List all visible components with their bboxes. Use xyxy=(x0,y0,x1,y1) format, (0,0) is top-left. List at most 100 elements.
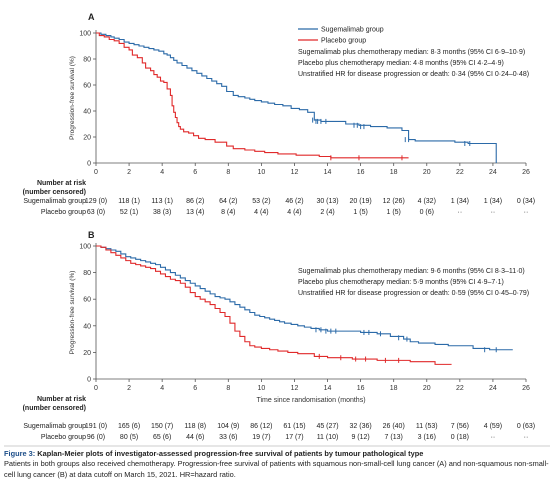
at-risk-value: 1 (34) xyxy=(451,198,469,205)
at-risk-value: 80 (5) xyxy=(120,434,138,441)
y-tick-label: 60 xyxy=(83,297,91,304)
at-risk-value: 96 (0) xyxy=(87,434,105,441)
x-tick-label: 14 xyxy=(324,385,332,392)
x-tick-label: 20 xyxy=(423,385,431,392)
annotation: Unstratified HR for disease progression … xyxy=(298,290,529,297)
x-tick-label: 16 xyxy=(357,169,365,176)
x-tick-label: 6 xyxy=(193,169,197,176)
at-risk-value: 0 (34) xyxy=(517,198,535,205)
at-risk-value: 11 (10) xyxy=(317,434,339,441)
series-line-placebo xyxy=(96,245,452,365)
at-risk-value: 104 (9) xyxy=(217,423,239,430)
at-risk-value: 11 (53) xyxy=(416,423,438,430)
at-risk-value: 65 (6) xyxy=(153,434,171,441)
at-risk-row-label: Sugemalimab group xyxy=(23,198,86,205)
at-risk-value: 0 (6) xyxy=(420,209,434,216)
at-risk-value: 3 (16) xyxy=(418,434,436,441)
x-tick-label: 22 xyxy=(456,169,464,176)
at-risk-value: 19 (7) xyxy=(252,434,270,441)
at-risk-value: ·· xyxy=(458,209,463,216)
x-tick-label: 16 xyxy=(357,385,365,392)
y-tick-label: 0 xyxy=(87,377,91,384)
at-risk-value: 17 (7) xyxy=(285,434,303,441)
caption-text: Patients in both groups also received ch… xyxy=(4,459,549,479)
x-tick-label: 22 xyxy=(456,385,464,392)
y-tick-label: 100 xyxy=(79,244,91,251)
at-risk-value: 32 (36) xyxy=(350,423,372,430)
x-tick-label: 2 xyxy=(127,385,131,392)
y-tick-label: 100 xyxy=(79,31,91,38)
series-line-placebo xyxy=(96,32,409,159)
at-risk-value: 9 (12) xyxy=(351,434,369,441)
at-risk-value: 38 (3) xyxy=(153,209,171,216)
at-risk-row-label: Sugemalimab group xyxy=(23,423,86,430)
at-risk-value: 7 (56) xyxy=(451,423,469,430)
y-tick-label: 20 xyxy=(83,135,91,142)
at-risk-subtitle: (number censored) xyxy=(23,405,86,412)
legend-entry: Placebo group xyxy=(321,38,366,45)
at-risk-value: 4 (4) xyxy=(254,209,268,216)
at-risk-value: 118 (1) xyxy=(118,198,140,205)
at-risk-value: 46 (2) xyxy=(285,198,303,205)
y-tick-label: 80 xyxy=(83,57,91,64)
at-risk-title: Number at risk xyxy=(37,396,86,403)
at-risk-value: 150 (7) xyxy=(151,423,173,430)
at-risk-value: 8 (4) xyxy=(221,209,235,216)
at-risk-value: 86 (12) xyxy=(250,423,272,430)
y-axis-label: Progression-free survival (%) xyxy=(69,56,76,140)
x-tick-label: 26 xyxy=(522,169,530,176)
at-risk-value: 13 (4) xyxy=(186,209,204,216)
at-risk-value: 113 (1) xyxy=(151,198,173,205)
annotation: Sugemalimab plus chemotherapy median: 9·… xyxy=(298,268,525,275)
at-risk-value: ·· xyxy=(491,434,496,441)
at-risk-value: 129 (0) xyxy=(85,198,107,205)
at-risk-value: 4 (32) xyxy=(418,198,436,205)
x-tick-label: 10 xyxy=(257,169,265,176)
x-tick-label: 12 xyxy=(291,169,299,176)
at-risk-value: 52 (1) xyxy=(120,209,138,216)
y-tick-label: 20 xyxy=(83,350,91,357)
x-axis-label: Time since randomisation (months) xyxy=(256,397,365,404)
caption-title: Kaplan-Meier plots of investigator-asses… xyxy=(37,449,424,458)
annotation: Unstratified HR for disease progression … xyxy=(298,71,529,78)
at-risk-value: ·· xyxy=(524,209,529,216)
at-risk-value: 45 (27) xyxy=(316,423,338,430)
panel-label: A xyxy=(88,12,95,22)
x-tick-label: 10 xyxy=(257,385,265,392)
annotation: Placebo plus chemotherapy median: 4·8 mo… xyxy=(298,60,504,67)
at-risk-value: 4 (4) xyxy=(287,209,301,216)
at-risk-value: 30 (13) xyxy=(316,198,338,205)
at-risk-value: 20 (19) xyxy=(350,198,372,205)
figure-caption: Figure 3: Kaplan-Meier plots of investig… xyxy=(4,449,550,480)
at-risk-value: 165 (6) xyxy=(118,423,140,430)
at-risk-value: 0 (18) xyxy=(451,434,469,441)
y-tick-label: 60 xyxy=(83,83,91,90)
caption-label: Figure 3: xyxy=(4,449,36,458)
at-risk-value: 2 (4) xyxy=(320,209,334,216)
at-risk-value: 1 (5) xyxy=(353,209,367,216)
at-risk-value: 4 (59) xyxy=(484,423,502,430)
y-axis-label: Progression-free survival (%) xyxy=(69,271,76,355)
x-tick-label: 14 xyxy=(324,169,332,176)
x-tick-label: 12 xyxy=(291,385,299,392)
at-risk-row-label: Placebo group xyxy=(41,434,86,441)
at-risk-value: 191 (0) xyxy=(85,423,107,430)
annotation: Placebo plus chemotherapy median: 5·9 mo… xyxy=(298,279,504,286)
at-risk-value: 118 (8) xyxy=(184,423,206,430)
at-risk-value: 1 (5) xyxy=(386,209,400,216)
at-risk-row-label: Placebo group xyxy=(41,209,86,216)
at-risk-title: Number at risk xyxy=(37,180,86,187)
at-risk-value: 7 (13) xyxy=(385,434,403,441)
panel-label: B xyxy=(88,230,95,240)
at-risk-value: 1 (34) xyxy=(484,198,502,205)
x-tick-label: 18 xyxy=(390,169,398,176)
at-risk-value: 61 (15) xyxy=(283,423,305,430)
at-risk-subtitle: (number censored) xyxy=(23,189,86,196)
at-risk-value: 12 (26) xyxy=(383,198,405,205)
x-tick-label: 6 xyxy=(193,385,197,392)
at-risk-value: 53 (2) xyxy=(252,198,270,205)
at-risk-value: 64 (2) xyxy=(219,198,237,205)
at-risk-value: 0 (63) xyxy=(517,423,535,430)
